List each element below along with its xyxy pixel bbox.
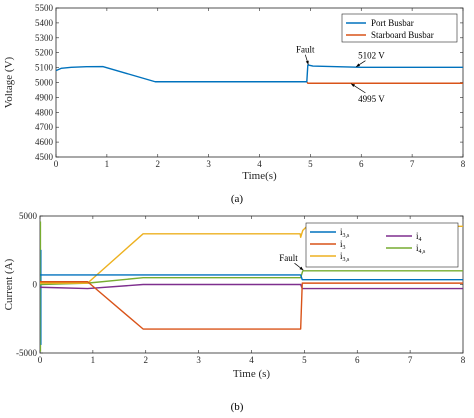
series-line (40, 274, 463, 281)
legend-box (305, 222, 459, 268)
x-tick-label: 7 (410, 159, 415, 169)
x-tick-label: 3 (206, 159, 211, 169)
x-tick-label: 8 (461, 159, 466, 169)
legend-entry: Starboard Busbar (371, 30, 434, 40)
y-axis-label: Current (A) (3, 258, 15, 310)
y-tick-label: 0 (33, 280, 38, 290)
x-tick-label: 8 (461, 355, 466, 365)
x-tick-label: 4 (249, 355, 254, 365)
legend-entry: i3 (340, 239, 346, 251)
series-line (56, 64, 463, 83)
legend-entry: Port Busbar (371, 18, 414, 28)
x-tick-label: 7 (408, 355, 413, 365)
y-tick-label: 4600 (35, 137, 54, 147)
y-tick-label: 4800 (35, 107, 54, 117)
annotation-text: 5102 V (358, 51, 385, 61)
x-tick-label: 0 (54, 159, 59, 169)
y-tick-label: 5500 (35, 3, 54, 13)
x-tick-label: 5 (308, 159, 313, 169)
x-axis-label: Time (s) (233, 368, 271, 380)
legend-entry: i3,s (340, 227, 350, 239)
caption-b: (b) (231, 401, 244, 413)
series-layer (56, 64, 463, 84)
series-line (40, 281, 463, 330)
caption-a: (a) (231, 193, 244, 205)
annotation-text: 4995 V (358, 94, 385, 104)
annotation-text: Fault (279, 253, 298, 263)
annotation-arrowhead (356, 63, 361, 67)
x-tick-label: 3 (196, 355, 201, 365)
x-tick-label: 4 (257, 159, 262, 169)
x-tick-label: 5 (302, 355, 307, 365)
x-tick-label: 6 (359, 159, 364, 169)
y-tick-label: 5400 (35, 18, 54, 28)
x-tick-label: 6 (355, 355, 360, 365)
annotation-arrowhead (305, 60, 309, 65)
y-tick-label: 4900 (35, 92, 54, 102)
legend-entry: i4,s (416, 243, 426, 255)
x-tick-label: 0 (38, 355, 43, 365)
legend: Port Busbar Starboard Busbar (341, 13, 458, 43)
x-tick-label: 2 (144, 355, 149, 365)
y-tick-label: 5200 (35, 48, 54, 58)
legend-entry: i4 (416, 231, 422, 243)
y-tick-label: 4500 (35, 152, 54, 162)
y-tick-label: 5000 (35, 78, 54, 88)
annotation-arrowhead (299, 266, 304, 271)
y-tick-label: 4700 (35, 122, 54, 132)
annotation-arrowhead (351, 83, 356, 87)
legend-entry: i3,s (340, 251, 350, 263)
annotation-text: Fault (296, 45, 315, 55)
y-tick-label: 5300 (35, 33, 54, 43)
voltage-chart: 0 1 2 3 4 5 6 7 8 4500 4600 4700 4800 4900 5000 5100 520… (3, 3, 466, 182)
series-line (40, 283, 463, 290)
y-tick-label: -5000 (16, 348, 37, 358)
y-axis-label: Voltage (V) (3, 56, 15, 108)
x-tick-label: 2 (156, 159, 161, 169)
x-tick-label: 1 (91, 355, 96, 365)
legend-box (341, 13, 458, 43)
y-tick-label: 5000 (19, 211, 38, 221)
y-tick-label: 5100 (35, 63, 54, 73)
x-tick-label: 1 (105, 159, 110, 169)
x-axis-label: Time(s) (242, 170, 277, 182)
